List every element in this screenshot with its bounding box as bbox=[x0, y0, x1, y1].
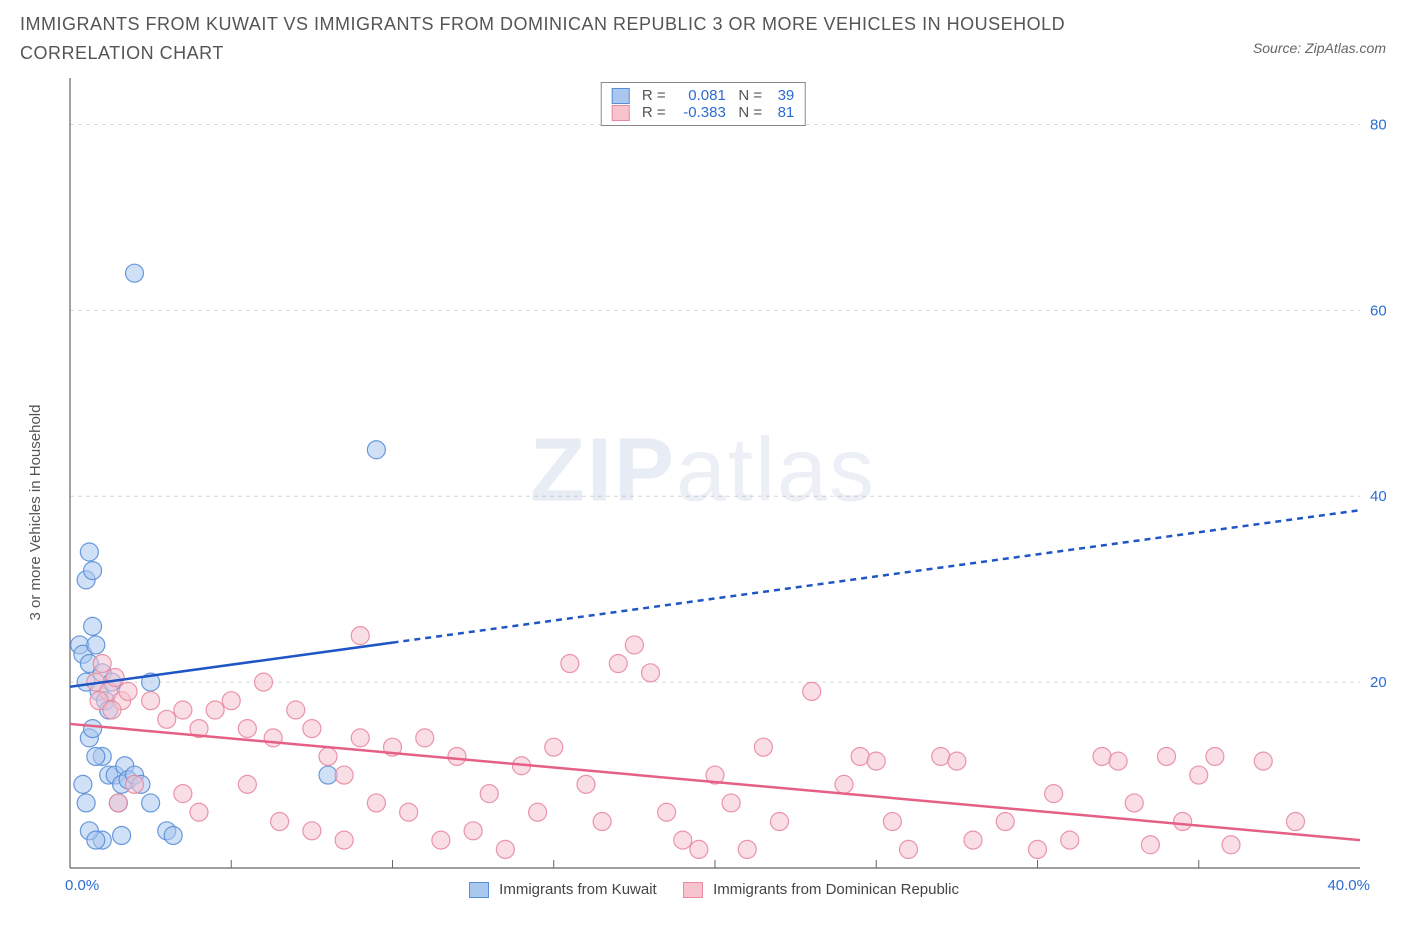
legend-label-kuwait: Immigrants from Kuwait bbox=[499, 881, 657, 898]
bottom-legend: Immigrants from Kuwait Immigrants from D… bbox=[20, 881, 1386, 898]
chart-title: IMMIGRANTS FROM KUWAIT VS IMMIGRANTS FRO… bbox=[20, 10, 1140, 68]
svg-text:40.0%: 40.0% bbox=[1370, 488, 1386, 505]
legend-label-dominican: Immigrants from Dominican Republic bbox=[713, 881, 959, 898]
svg-text:60.0%: 60.0% bbox=[1370, 302, 1386, 319]
svg-text:80.0%: 80.0% bbox=[1370, 116, 1386, 133]
legend-swatch-kuwait bbox=[612, 88, 630, 104]
svg-text:3 or more Vehicles in Househol: 3 or more Vehicles in Household bbox=[27, 404, 44, 620]
legend-swatch-kuwait-icon bbox=[469, 882, 489, 898]
stats-legend: R = 0.081 N = 39 R = -0.383 N = 81 bbox=[601, 82, 806, 126]
scatter-chart: 20.0%40.0%60.0%80.0%0.0%40.0%3 or more V… bbox=[20, 78, 1386, 898]
svg-text:20.0%: 20.0% bbox=[1370, 674, 1386, 691]
source-label: Source: ZipAtlas.com bbox=[1253, 40, 1386, 56]
legend-swatch-dominican bbox=[612, 105, 630, 121]
legend-swatch-dominican-icon bbox=[683, 882, 703, 898]
